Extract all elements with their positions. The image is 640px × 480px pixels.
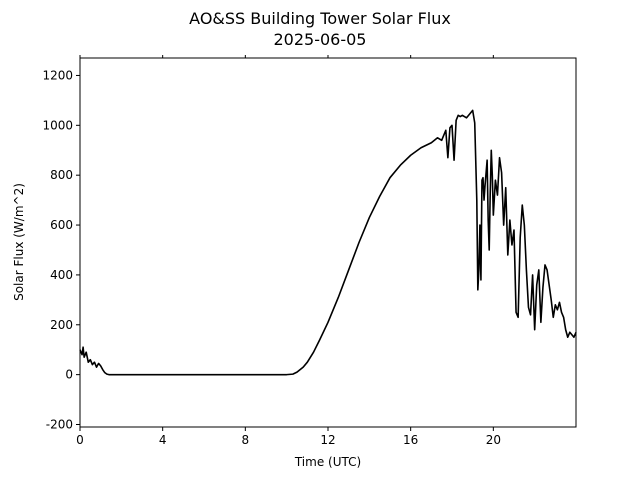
plot-frame — [79, 57, 577, 428]
x-tick-label: 12 — [320, 433, 335, 447]
x-tick-label: 20 — [486, 433, 501, 447]
solar-flux-line — [79, 109, 577, 376]
y-tick-label: 200 — [50, 318, 73, 332]
y-tick-label: 800 — [50, 168, 73, 182]
y-tick-label: 400 — [50, 268, 73, 282]
y-tick-label: 1000 — [42, 118, 73, 132]
series-layer — [79, 109, 577, 376]
x-tick-label: 4 — [159, 433, 167, 447]
x-tick-label: 16 — [403, 433, 418, 447]
y-tick-label: 0 — [65, 368, 73, 382]
y-tick-label: 600 — [50, 218, 73, 232]
x-tick-label: 8 — [242, 433, 250, 447]
y-tick-label: -200 — [46, 418, 73, 432]
chart-subtitle: 2025-06-05 — [274, 30, 367, 49]
y-tick-label: 1200 — [42, 68, 73, 82]
chart-title: AO&SS Building Tower Solar Flux — [189, 9, 451, 28]
x-axis-label: Time (UTC) — [294, 455, 361, 469]
x-tick-label: 0 — [76, 433, 84, 447]
y-axis-label: Solar Flux (W/m^2) — [12, 183, 26, 301]
